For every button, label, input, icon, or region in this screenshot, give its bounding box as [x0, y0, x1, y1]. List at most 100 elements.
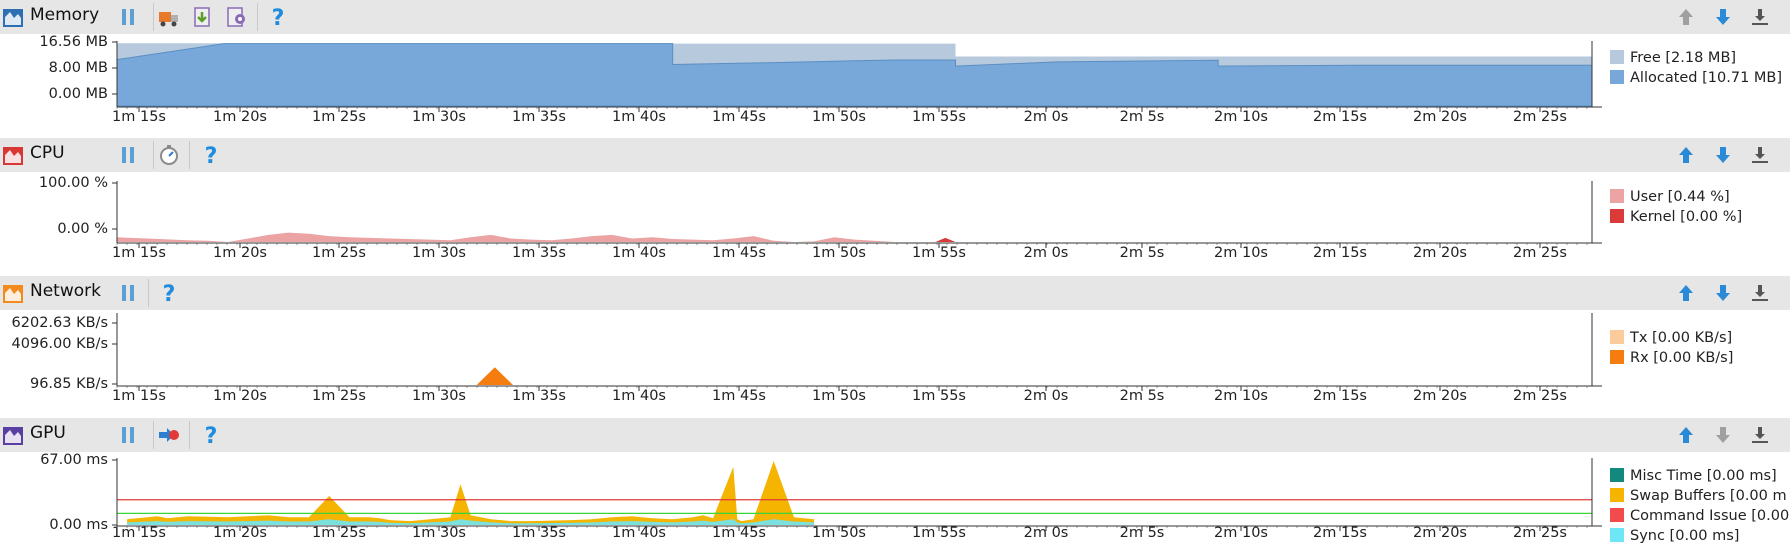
- cpu-monitor-icon: [3, 147, 23, 165]
- memory-pause-icon[interactable]: [116, 5, 140, 29]
- memory-help-icon[interactable]: ?: [266, 5, 290, 29]
- legend-label: Misc Time [0.00 ms]: [1630, 468, 1777, 484]
- time-axis-label: 1m 35s: [512, 388, 566, 404]
- y-axis-label: 0.00 ms: [49, 517, 108, 533]
- legend-item: User [0.44 %]: [1610, 189, 1730, 205]
- memory-heap-dump-icon[interactable]: [191, 5, 215, 29]
- cpu-series-user: [117, 232, 916, 242]
- cpu-title: CPU: [30, 143, 65, 163]
- network-snap-to-bottom-icon[interactable]: [1748, 281, 1772, 305]
- legend-label: Kernel [0.00 %]: [1630, 209, 1743, 225]
- memory-toolbar: Memory?: [0, 0, 1790, 34]
- legend-swatch: [1610, 330, 1624, 344]
- memory-pane: 16.56 MB 8.00 MB 0.00 MB 1m 15s 1m 20s 1m 25s…: [0, 34, 1790, 138]
- gpu-series-swap-buffers: [127, 461, 815, 525]
- gpu-gpu-record-icon[interactable]: [157, 423, 181, 447]
- network-move-down-icon[interactable]: [1711, 281, 1735, 305]
- cpu-toolbar: CPU?: [0, 138, 1790, 172]
- legend-item: Rx [0.00 KB/s]: [1610, 350, 1733, 366]
- legend-label: Allocated [10.71 MB]: [1630, 70, 1783, 86]
- legend-swatch: [1610, 528, 1624, 542]
- time-axis-label: 2m 5s: [1119, 525, 1165, 541]
- legend-label: Command Issue [0.00: [1630, 508, 1790, 524]
- network-pause-icon[interactable]: [116, 281, 140, 305]
- y-axis-label: 0.00 MB: [48, 86, 108, 102]
- y-axis-label: 100.00 %: [38, 175, 108, 191]
- y-axis-label: 4096.00 KB/s: [11, 336, 108, 352]
- time-axis-label: 2m 15s: [1313, 109, 1367, 125]
- time-axis-label: 1m 30s: [412, 109, 466, 125]
- network-help-icon[interactable]: ?: [157, 281, 181, 305]
- gpu-snap-to-bottom-icon[interactable]: [1748, 423, 1772, 447]
- time-axis-label: 1m 40s: [612, 109, 666, 125]
- legend-label: User [0.44 %]: [1630, 189, 1730, 205]
- memory-move-down-icon[interactable]: [1711, 5, 1735, 29]
- toolbar-separator: [153, 3, 154, 31]
- legend-swatch: [1610, 50, 1624, 64]
- legend-label: Swap Buffers [0.00 m: [1630, 488, 1787, 504]
- time-axis-label: 1m 45s: [712, 388, 766, 404]
- toolbar-separator: [189, 421, 190, 449]
- legend-item: Sync [0.00 ms]: [1610, 528, 1739, 544]
- y-axis-label: 67.00 ms: [40, 452, 108, 468]
- toolbar-separator: [257, 3, 258, 31]
- time-axis-label: 1m 20s: [213, 245, 267, 261]
- network-move-up-icon[interactable]: [1674, 281, 1698, 305]
- memory-allocation-tracking-icon[interactable]: [225, 5, 249, 29]
- gpu-series-sync: [127, 519, 815, 525]
- cpu-method-trace-stopwatch-icon[interactable]: [157, 143, 181, 167]
- svg-text:?: ?: [163, 282, 176, 304]
- cpu-help-icon[interactable]: ?: [199, 143, 223, 167]
- time-axis-label: 1m 50s: [812, 388, 866, 404]
- network-toolbar: Network?: [0, 276, 1790, 310]
- cpu-move-down-icon[interactable]: [1711, 143, 1735, 167]
- time-axis-label: 2m 20s: [1413, 245, 1467, 261]
- cpu-move-up-icon[interactable]: [1674, 143, 1698, 167]
- time-axis-label: 2m 5s: [1119, 245, 1165, 261]
- svg-text:?: ?: [205, 424, 218, 446]
- time-axis-label: 1m 35s: [512, 245, 566, 261]
- network-series-rx: [476, 367, 513, 385]
- y-axis-label: 16.56 MB: [39, 34, 108, 50]
- legend-label: Rx [0.00 KB/s]: [1630, 350, 1734, 366]
- cpu-pause-icon[interactable]: [116, 143, 140, 167]
- time-axis-label: 1m 45s: [712, 109, 766, 125]
- time-axis-label: 2m 20s: [1413, 388, 1467, 404]
- y-axis-label: 6202.63 KB/s: [11, 315, 108, 331]
- legend-item: Free [2.18 MB]: [1610, 50, 1736, 66]
- gpu-move-up-icon[interactable]: [1674, 423, 1698, 447]
- memory-gc-truck-icon[interactable]: [157, 5, 181, 29]
- time-axis-label: 1m 25s: [312, 245, 366, 261]
- time-axis-label: 2m 0s: [1023, 245, 1069, 261]
- memory-snap-to-bottom-icon[interactable]: [1748, 5, 1772, 29]
- gpu-toolbar: GPU?: [0, 418, 1790, 452]
- network-pane: 6202.63 KB/s 4096.00 KB/s 96.85 KB/s 1m 15s…: [0, 310, 1790, 418]
- time-axis-label: 2m 10s: [1214, 245, 1268, 261]
- memory-move-up-icon[interactable]: [1674, 5, 1698, 29]
- time-axis-label: 1m 20s: [213, 388, 267, 404]
- legend-swatch: [1610, 70, 1624, 84]
- legend-item: Command Issue [0.00: [1610, 508, 1789, 524]
- time-axis-label: 2m 25s: [1513, 245, 1567, 261]
- legend-item: Tx [0.00 KB/s]: [1610, 330, 1732, 346]
- cpu-snap-to-bottom-icon[interactable]: [1748, 143, 1772, 167]
- legend-item: Allocated [10.71 MB]: [1610, 70, 1782, 86]
- memory-series-allocated: [116, 43, 1593, 107]
- network-plot: [112, 313, 1602, 391]
- time-axis-label: 1m 45s: [712, 245, 766, 261]
- time-axis-label: 1m 50s: [812, 245, 866, 261]
- gpu-pause-icon[interactable]: [116, 423, 140, 447]
- time-axis-label: 1m 30s: [412, 245, 466, 261]
- gpu-move-down-icon[interactable]: [1711, 423, 1735, 447]
- legend-swatch: [1610, 350, 1624, 364]
- legend-swatch: [1610, 209, 1624, 223]
- time-axis-label: 1m 15s: [112, 109, 166, 125]
- cpu-plot: [112, 181, 1602, 248]
- gpu-plot: [112, 458, 1602, 531]
- gpu-help-icon[interactable]: ?: [199, 423, 223, 447]
- time-axis-label: 2m 0s: [1023, 388, 1069, 404]
- y-axis-label: 96.85 KB/s: [29, 376, 108, 392]
- time-axis-label: 2m 5s: [1119, 388, 1165, 404]
- time-axis-label: 1m 55s: [912, 109, 966, 125]
- time-axis-label: 1m 55s: [912, 525, 966, 541]
